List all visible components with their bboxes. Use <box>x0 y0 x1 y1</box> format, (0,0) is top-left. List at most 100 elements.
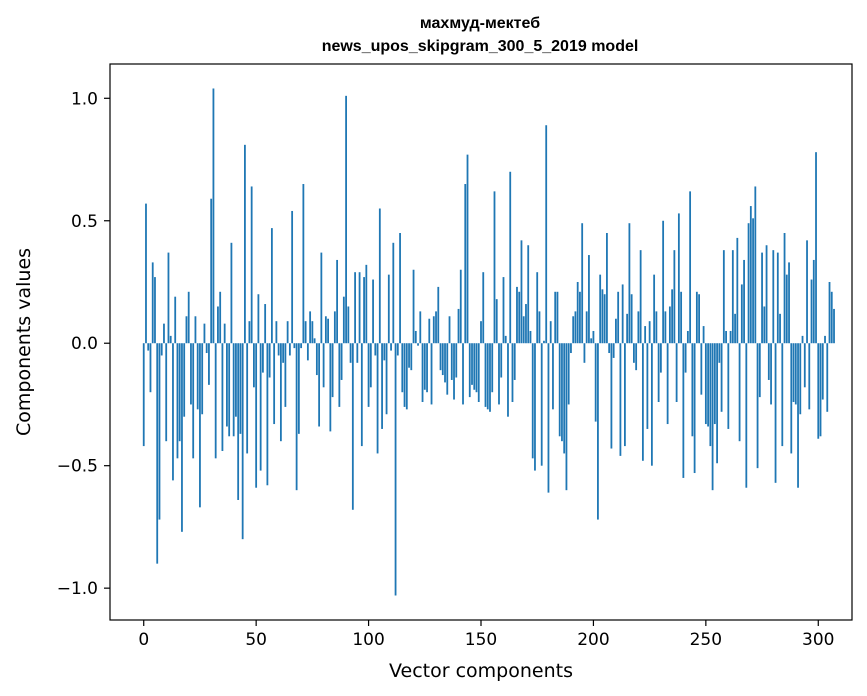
bar <box>154 277 156 344</box>
bar <box>756 343 759 469</box>
bar <box>484 343 487 407</box>
y-tick-label: −1.0 <box>57 579 98 599</box>
bar <box>608 343 611 354</box>
bar <box>480 321 482 344</box>
bar <box>228 343 231 437</box>
y-axis-ticks: −1.0 −0.5 0.0 0.5 1.0 <box>57 89 110 599</box>
bar <box>538 311 541 344</box>
x-tick-label: 50 <box>245 630 267 650</box>
bar <box>785 274 788 344</box>
bar <box>758 343 761 398</box>
bar <box>444 343 446 383</box>
bar <box>716 343 718 464</box>
bar <box>448 316 451 344</box>
bar <box>630 294 633 344</box>
bar <box>297 343 300 434</box>
y-tick-label: 0.5 <box>71 212 98 232</box>
bar <box>489 343 491 412</box>
bar <box>457 308 460 344</box>
bar <box>176 343 179 459</box>
bar <box>633 343 635 363</box>
bar <box>401 343 404 393</box>
bar <box>333 311 336 344</box>
bar <box>518 291 521 344</box>
bar <box>392 242 395 344</box>
bar <box>324 316 327 344</box>
bar <box>390 343 392 351</box>
chart-title: махмуд-мектеб <box>420 15 540 32</box>
bar <box>270 228 273 344</box>
bar <box>783 233 786 344</box>
bar <box>315 343 318 376</box>
bar <box>405 343 408 410</box>
bar <box>671 289 674 344</box>
bar <box>147 343 150 351</box>
bar <box>244 144 246 344</box>
bar <box>801 335 804 344</box>
bar <box>624 343 626 447</box>
bar <box>693 343 696 474</box>
bar <box>543 340 545 344</box>
bar <box>588 255 590 344</box>
bar <box>725 330 727 344</box>
bar <box>435 311 437 344</box>
bar <box>212 88 215 344</box>
bar <box>426 343 428 393</box>
bar <box>561 343 563 442</box>
bar <box>522 316 525 344</box>
bar <box>601 289 604 344</box>
bar <box>192 343 195 459</box>
bar <box>345 95 347 344</box>
y-axis-label: Components values <box>13 248 35 436</box>
bar <box>720 343 723 412</box>
bar <box>358 272 361 344</box>
bar <box>833 308 835 344</box>
bar <box>408 343 410 368</box>
bar <box>686 330 689 344</box>
bar <box>205 343 208 354</box>
bar <box>621 284 624 344</box>
bar <box>293 343 296 349</box>
x-tick-label: 0 <box>138 630 149 650</box>
bar <box>421 343 424 402</box>
bar <box>554 291 557 344</box>
bar <box>590 338 593 344</box>
bar <box>387 274 390 344</box>
bar <box>675 343 678 402</box>
bar <box>149 343 152 393</box>
bar <box>363 277 365 344</box>
bar <box>185 316 188 344</box>
bar <box>594 343 597 422</box>
bar <box>203 323 206 344</box>
bar <box>635 343 638 371</box>
bar <box>534 343 536 471</box>
bar <box>273 343 276 425</box>
y-tick-label: 1.0 <box>71 89 98 109</box>
bar <box>295 343 298 491</box>
bar <box>266 343 269 486</box>
bar <box>574 311 577 344</box>
bar <box>257 294 260 344</box>
bar <box>291 210 294 344</box>
bar <box>810 279 813 344</box>
bar <box>781 343 784 447</box>
bar <box>806 240 808 344</box>
bar <box>486 343 489 410</box>
bar <box>219 291 222 344</box>
bar <box>749 206 752 344</box>
bar <box>644 326 647 344</box>
bar <box>502 277 505 344</box>
bar <box>828 281 831 344</box>
bar <box>351 343 354 510</box>
bar <box>417 343 419 346</box>
bar <box>567 343 570 405</box>
bar <box>691 343 694 437</box>
bar <box>259 343 262 471</box>
bar <box>704 343 707 425</box>
bar <box>713 343 716 425</box>
bar <box>702 326 705 344</box>
bar <box>552 343 554 410</box>
bar <box>752 218 754 344</box>
bar <box>812 259 815 344</box>
bar <box>774 343 777 483</box>
